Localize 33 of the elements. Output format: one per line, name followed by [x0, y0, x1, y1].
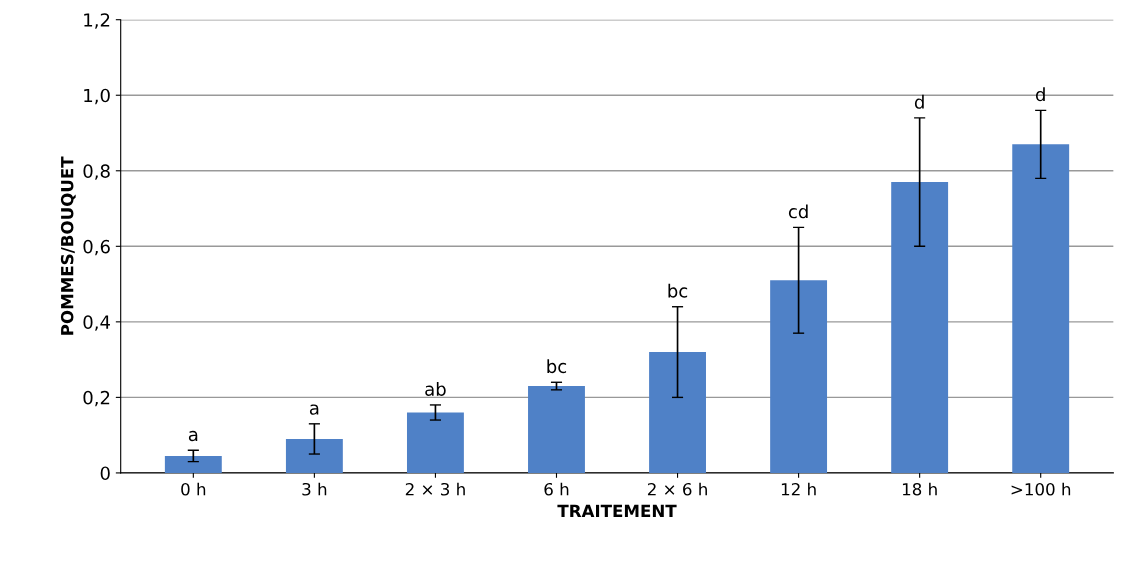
bar — [649, 352, 706, 473]
y-tick-label: 0,2 — [83, 390, 110, 407]
annotation: bc — [668, 283, 688, 298]
bar — [164, 455, 222, 473]
annotation: a — [188, 430, 198, 442]
y-axis-title: POMMES/BOUQUET — [60, 156, 76, 335]
annotation: bc — [547, 359, 567, 374]
annotation: cd — [788, 204, 808, 219]
y-tick-label: 1,2 — [84, 13, 110, 29]
x-axis-title: TRAITEMENT — [557, 504, 677, 517]
y-tick-label: 0,8 — [83, 164, 110, 180]
x-tick-label: 18 h — [902, 482, 937, 496]
bar — [891, 182, 949, 473]
x-tick-label: 3 h — [302, 482, 327, 496]
x-tick-label: 0 h — [181, 482, 206, 496]
bar — [406, 412, 464, 473]
annotation: ab — [425, 381, 446, 396]
bar — [285, 438, 343, 473]
x-tick-label: 2 × 6 h — [647, 482, 707, 496]
y-tick-label: 1,0 — [84, 88, 110, 105]
y-tick-label: 0,6 — [83, 239, 110, 256]
annotation: d — [1035, 87, 1045, 102]
y-tick-label: 0 — [100, 466, 110, 481]
bar — [528, 386, 585, 473]
x-tick-label: 12 h — [781, 482, 816, 496]
x-tick-label: 6 h — [544, 482, 569, 496]
x-tick-label: 2 × 3 h — [405, 482, 465, 496]
x-tick-label: >100 h — [1011, 482, 1071, 496]
y-tick-label: 0,4 — [83, 315, 110, 331]
bar — [1012, 144, 1070, 473]
annotation: d — [914, 94, 924, 109]
bar — [770, 280, 828, 473]
annotation: a — [309, 404, 319, 415]
